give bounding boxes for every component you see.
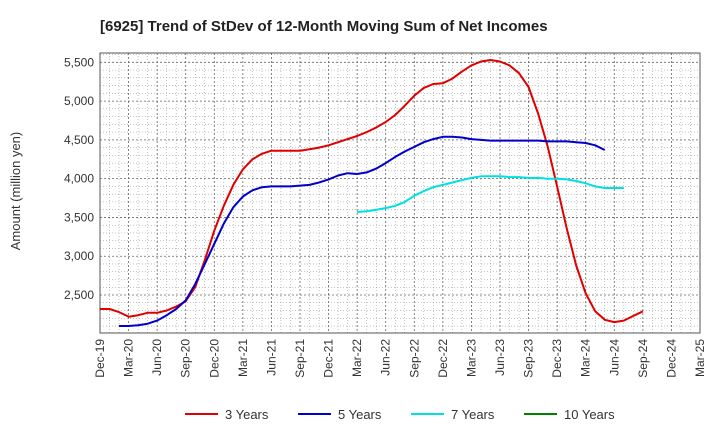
legend-label: 10 Years xyxy=(564,407,615,422)
x-tick-label: Dec-22 xyxy=(436,339,450,378)
legend-label: 3 Years xyxy=(225,407,269,422)
y-axis-label: Amount (million yen) xyxy=(8,132,23,251)
x-tick-label: Sep-20 xyxy=(179,339,193,378)
x-tick-label: Mar-24 xyxy=(579,339,593,377)
x-tick-label: Sep-23 xyxy=(522,339,536,378)
legend: 3 Years 5 Years 7 Years 10 Years xyxy=(185,407,615,422)
x-tick-label: Jun-22 xyxy=(379,339,393,376)
x-tick-label: Dec-24 xyxy=(664,339,678,378)
x-tick-label: Dec-21 xyxy=(322,339,336,378)
plot-frame xyxy=(99,52,701,334)
x-tick-label: Mar-20 xyxy=(122,339,136,377)
y-tick-label: 2,500 xyxy=(64,288,94,302)
legend-label: 5 Years xyxy=(338,407,382,422)
series-line xyxy=(357,175,624,213)
plot-area: 2,500 3,000 3,500 4,000 4,500 5,000 5,500 Dec-1… xyxy=(64,52,707,378)
y-tick-label: 4,000 xyxy=(64,172,94,186)
y-tick-label: 4,500 xyxy=(64,133,94,147)
chart-title: [6925] Trend of StDev of 12-Month Moving… xyxy=(100,18,548,35)
x-tick-label: Jun-20 xyxy=(150,339,164,376)
y-tick-label: 5,000 xyxy=(64,94,94,108)
x-tick-label: Dec-19 xyxy=(93,339,107,378)
series-line xyxy=(119,135,606,327)
x-tick-label: Sep-22 xyxy=(407,339,421,378)
x-tick-label: Mar-22 xyxy=(350,339,364,377)
x-tick-label: Sep-21 xyxy=(293,339,307,378)
plot-background xyxy=(100,53,700,333)
x-tick-label: Dec-23 xyxy=(550,339,564,378)
x-tick-label: Mar-25 xyxy=(693,339,707,377)
y-tick-label: 5,500 xyxy=(64,55,94,69)
x-tick-label: Dec-20 xyxy=(207,339,221,378)
x-tick-label: Jun-24 xyxy=(607,339,621,376)
x-tick-label: Mar-23 xyxy=(464,339,478,377)
y-tick-label: 3,000 xyxy=(64,249,94,263)
x-tick-label: Sep-24 xyxy=(636,339,650,378)
x-tick-label: Jun-21 xyxy=(264,339,278,376)
x-tick-label: Jun-23 xyxy=(493,339,507,376)
legend-label: 7 Years xyxy=(451,407,495,422)
y-tick-label: 3,500 xyxy=(64,210,94,224)
x-tick-label: Mar-21 xyxy=(236,339,250,377)
